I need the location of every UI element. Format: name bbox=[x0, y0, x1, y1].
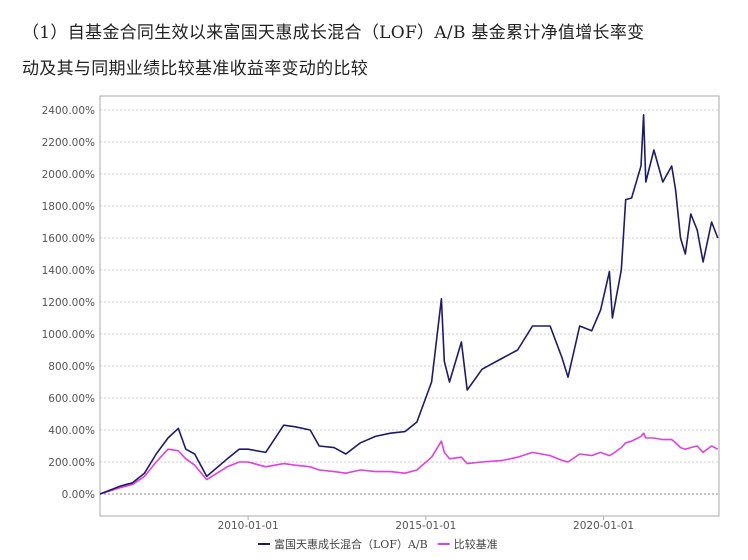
chart-title-line-1: （1）自基金合同生效以来富国天惠成长混合（LOF）A/B 基金累计净值增长率变 bbox=[22, 23, 645, 43]
y-tick-label: 1400.00% bbox=[42, 265, 95, 277]
x-tick-label: 2010-01-01 bbox=[218, 520, 279, 532]
y-tick-label: 600.00% bbox=[48, 393, 95, 405]
y-tick-label: 0.00% bbox=[62, 489, 95, 501]
y-tick-label: 1800.00% bbox=[42, 201, 95, 213]
y-tick-label: 1000.00% bbox=[42, 329, 95, 341]
y-tick-label: 1600.00% bbox=[42, 233, 95, 245]
y-tick-label: 2000.00% bbox=[42, 169, 95, 181]
y-tick-label: 2200.00% bbox=[42, 137, 95, 149]
y-tick-label: 200.00% bbox=[48, 457, 95, 469]
plot-area bbox=[99, 95, 720, 517]
y-tick-label: 1200.00% bbox=[42, 297, 95, 309]
y-tick-label: 800.00% bbox=[48, 361, 95, 373]
y-tick-label: 2400.00% bbox=[42, 105, 95, 117]
series-line-1 bbox=[99, 432, 719, 495]
x-tick-label: 2015-01-01 bbox=[395, 520, 456, 532]
series-line-0 bbox=[99, 114, 719, 495]
legend-label-1: 比较基准 bbox=[454, 537, 498, 551]
legend-label-0: 富国天惠成长混合（LOF）A/B bbox=[274, 537, 428, 551]
chart-title-line-2: 动及其与同期业绩比较基准收益率变动的比较 bbox=[22, 59, 368, 79]
y-tick-label: 400.00% bbox=[48, 425, 95, 437]
x-tick-label: 2020-01-01 bbox=[573, 520, 634, 532]
